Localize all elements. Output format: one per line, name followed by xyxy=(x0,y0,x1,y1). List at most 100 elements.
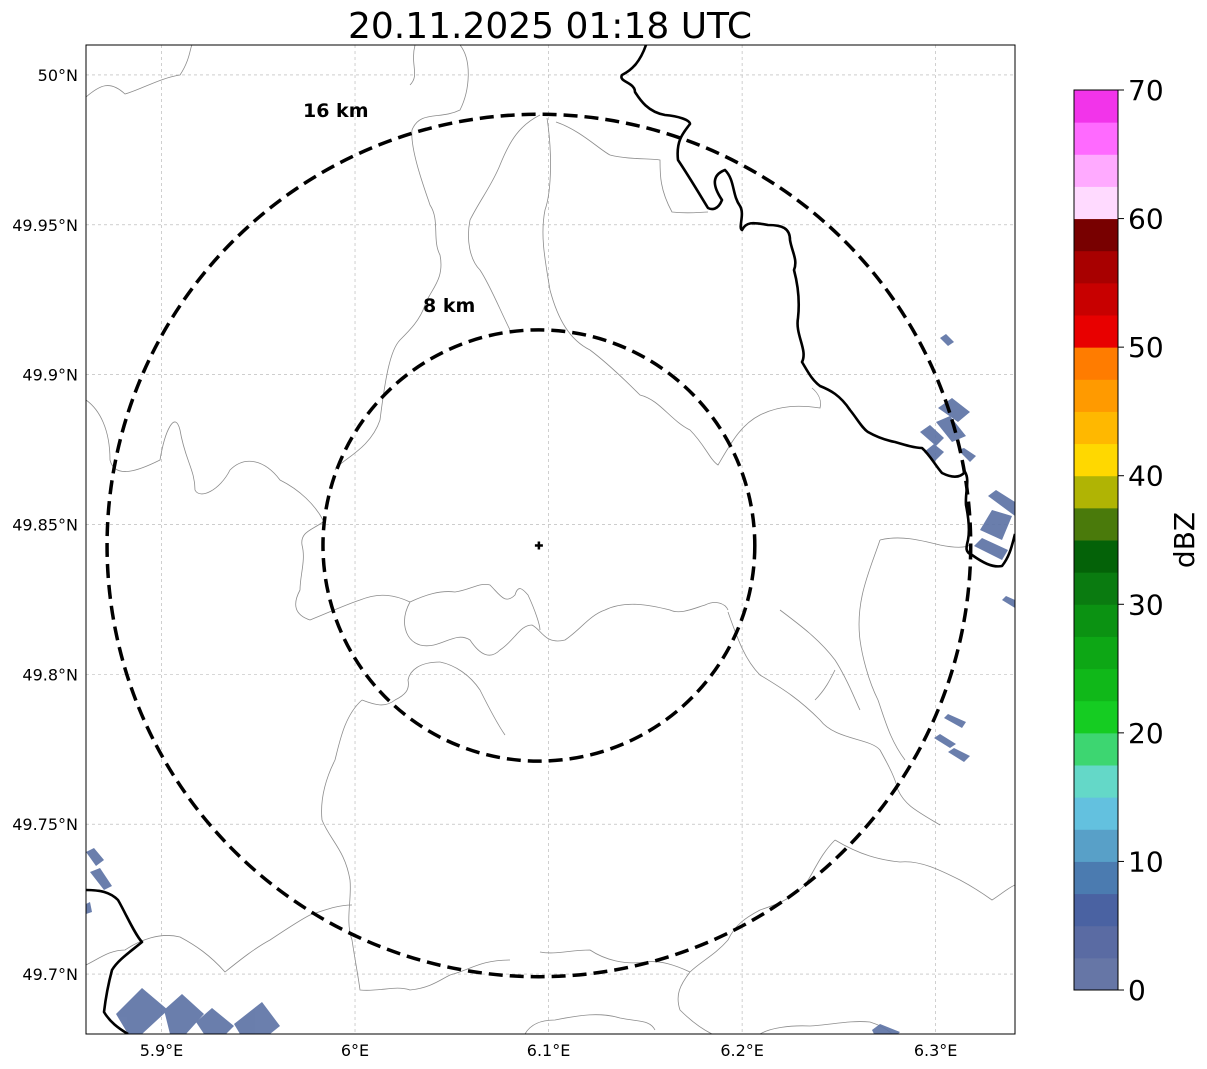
map-frame xyxy=(85,44,1016,1035)
radar-echoes xyxy=(86,334,1015,1034)
colorbar-segment xyxy=(1074,604,1118,637)
admin-boundary-line xyxy=(86,904,353,973)
country-border-line xyxy=(86,888,144,1034)
admin-boundary-line xyxy=(295,521,729,656)
admin-boundary-line xyxy=(834,839,1015,901)
admin-boundary-line xyxy=(439,661,506,736)
admin-boundary-line xyxy=(879,537,971,548)
x-tick-label: 5.9°E xyxy=(140,1041,184,1060)
colorbar-tick-label: 0 xyxy=(1128,974,1146,1007)
radar-echo-cell xyxy=(958,448,976,462)
colorbar-label: dBZ xyxy=(1168,512,1201,568)
radar-echo-cell xyxy=(116,988,168,1034)
radar-echo-cell xyxy=(234,1002,280,1034)
radar-echo-cell xyxy=(920,425,944,446)
colorbar-segment xyxy=(1074,90,1118,123)
radar-echo-cell xyxy=(974,538,1008,560)
radar-echo-cell xyxy=(948,748,970,762)
y-tick-label: 50°N xyxy=(38,66,78,85)
x-axis: 5.9°E 6°E 6.1°E 6.2°E 6.3°E xyxy=(140,1041,958,1060)
colorbar-segment xyxy=(1074,732,1118,766)
radar-echo-cell xyxy=(988,490,1015,516)
x-tick-label: 6.1°E xyxy=(527,1041,571,1060)
radar-echo-cell xyxy=(934,734,956,748)
plus-icon xyxy=(534,541,543,550)
admin-boundary-line xyxy=(779,609,861,711)
colorbar-segment xyxy=(1074,540,1118,573)
ring-label-8km: 8 km xyxy=(423,295,475,317)
range-ring-16km xyxy=(105,112,973,979)
radar-echo-cell xyxy=(86,848,104,866)
admin-boundary-line xyxy=(468,114,541,331)
colorbar-segment xyxy=(1074,829,1118,862)
colorbar-segment xyxy=(1074,443,1118,477)
x-tick-label: 6.3°E xyxy=(914,1041,958,1060)
colorbar-segment xyxy=(1074,797,1118,830)
x-tick-label: 6°E xyxy=(341,1041,369,1060)
admin-boundary-line xyxy=(542,117,821,466)
y-tick-label: 49.9°N xyxy=(22,366,78,385)
admin-boundary-line xyxy=(858,539,906,761)
colorbar-segment xyxy=(1074,507,1118,541)
colorbar-segment xyxy=(1074,957,1118,991)
colorbar-tick-label: 40 xyxy=(1128,460,1164,493)
colorbar-tick-label: 30 xyxy=(1128,588,1164,621)
ring-label-16km: 16 km xyxy=(303,100,369,122)
map-title: 20.11.2025 01:18 UTC xyxy=(348,6,752,47)
admin-boundaries xyxy=(86,45,1015,1034)
colorbar-segment xyxy=(1074,122,1118,155)
admin-boundary-line xyxy=(689,839,836,973)
radar-echo-cell xyxy=(90,868,112,890)
colorbar-segment xyxy=(1074,411,1118,445)
admin-boundary-line xyxy=(86,399,324,521)
y-axis: 50°N 49.95°N 49.9°N 49.85°N 49.8°N 49.75°N 49.… xyxy=(12,66,78,984)
colorbar-segment xyxy=(1074,572,1118,605)
colorbar-tick-label: 20 xyxy=(1128,717,1164,750)
radar-echo-cell xyxy=(924,444,944,462)
admin-boundary-line xyxy=(409,45,416,86)
colorbar-segment xyxy=(1074,315,1118,348)
colorbar-segment xyxy=(1074,765,1118,798)
range-ring-8km xyxy=(321,328,757,763)
radar-echo-cell xyxy=(164,994,204,1034)
admin-boundary-line xyxy=(409,583,541,631)
admin-boundary-line xyxy=(814,669,836,701)
admin-boundary-line xyxy=(677,971,713,1034)
admin-boundary-line xyxy=(86,45,193,98)
colorbar-segment xyxy=(1074,636,1118,670)
admin-boundary-line xyxy=(539,949,691,973)
admin-boundary-line xyxy=(321,699,511,991)
radar-echo-cell xyxy=(1002,596,1015,608)
colorbar-tick-label: 50 xyxy=(1128,331,1164,364)
colorbar-tick-label: 10 xyxy=(1128,845,1164,878)
radar-echo-cell xyxy=(940,334,954,346)
colorbar-segment xyxy=(1074,154,1118,187)
admin-boundary-line xyxy=(727,611,941,826)
colorbar-segment xyxy=(1074,700,1118,734)
colorbar-segment xyxy=(1074,379,1118,412)
colorbar-segment xyxy=(1074,668,1118,702)
colorbar xyxy=(1073,89,1119,991)
admin-boundary-line xyxy=(524,1014,656,1034)
radar-echo-cell xyxy=(86,902,92,914)
colorbar-segment xyxy=(1074,475,1118,509)
radar-echo-cell xyxy=(980,510,1012,540)
colorbar-segment xyxy=(1074,218,1118,252)
colorbar-segment xyxy=(1074,861,1118,895)
range-rings xyxy=(105,112,973,979)
colorbar-segment xyxy=(1074,186,1118,220)
x-tick-label: 6.2°E xyxy=(720,1041,764,1060)
y-tick-label: 49.8°N xyxy=(22,665,78,684)
y-tick-label: 49.85°N xyxy=(12,516,78,535)
colorbar-segment xyxy=(1074,893,1118,927)
colorbar-tick-label: 60 xyxy=(1128,203,1164,236)
colorbar-frame xyxy=(1073,89,1119,991)
admin-boundary-line xyxy=(555,121,709,214)
radar-echo-cell xyxy=(944,714,966,728)
y-tick-label: 49.95°N xyxy=(12,216,78,235)
colorbar-segment xyxy=(1074,250,1118,284)
radar-echo-cell xyxy=(196,1008,234,1034)
map-plot-area xyxy=(86,45,1015,1034)
colorbar-ticks: 0 10 20 30 40 50 60 70 xyxy=(1118,74,1164,1007)
